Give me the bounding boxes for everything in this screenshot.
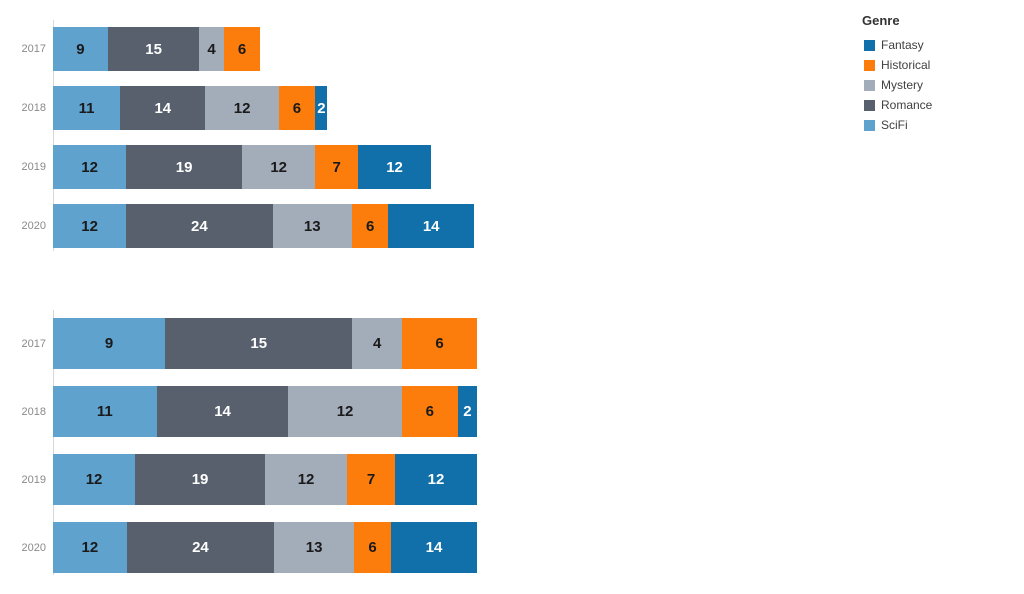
legend-title: Genre (862, 13, 900, 28)
bar-segment-mystery[interactable]: 4 (199, 27, 224, 71)
legend-item-mystery[interactable]: Mystery (862, 75, 1012, 95)
bar-segment-romance[interactable]: 19 (126, 145, 243, 189)
bar-segment-historical[interactable]: 7 (315, 145, 358, 189)
bar-segment-scifi[interactable]: 11 (53, 386, 157, 437)
legend-item-label: SciFi (881, 118, 908, 132)
bar-segment-mystery[interactable]: 12 (205, 86, 279, 130)
bar-segment-romance[interactable]: 15 (165, 318, 353, 369)
bar-segment-fantasy[interactable]: 14 (390, 522, 477, 573)
bar-segment-scifi[interactable]: 12 (53, 145, 127, 189)
bar-segment-mystery[interactable]: 4 (352, 318, 403, 369)
bar-segment-historical[interactable]: 6 (402, 318, 477, 369)
bar-segment-historical[interactable]: 6 (401, 386, 459, 437)
bar-segment-historical[interactable]: 6 (223, 27, 261, 71)
y-axis-line-bottom-chart (53, 310, 54, 575)
legend-item-label: Historical (881, 58, 931, 72)
bar-segment-mystery[interactable]: 12 (264, 454, 348, 505)
bar-row: 12 24 13 6 14 (53, 204, 474, 248)
bar-segment-historical[interactable]: 6 (278, 86, 316, 130)
axis-category-label: 2019 (21, 473, 46, 486)
bar-segment-fantasy[interactable]: 12 (357, 145, 432, 189)
legend-item-label: Mystery (881, 78, 923, 92)
bar-segment-historical[interactable]: 6 (354, 522, 391, 573)
bar-row: 9 15 4 6 (53, 318, 477, 369)
axis-category-label: 2020 (21, 220, 46, 232)
bar-segment-scifi[interactable]: 11 (53, 86, 121, 130)
bar-segment-fantasy[interactable]: 14 (388, 204, 474, 248)
legend-item-label: Fantasy (881, 38, 924, 52)
bar-row: 11 14 12 6 2 (53, 386, 477, 437)
bar-row: 12 19 12 7 12 (53, 454, 478, 505)
legend: Genre Fantasy Historical Mystery Romance… (862, 13, 1012, 135)
axis-category-label: 2019 (21, 161, 46, 173)
legend-swatch-fantasy-icon (864, 39, 875, 51)
bar-segment-romance[interactable]: 15 (107, 27, 200, 71)
legend-swatch-scifi-icon (864, 119, 875, 131)
legend-item-historical[interactable]: Historical (862, 55, 1012, 75)
axis-category-label: 2020 (21, 541, 46, 554)
bar-segment-mystery[interactable]: 13 (274, 522, 355, 573)
bar-segment-fantasy[interactable]: 2 (315, 86, 328, 130)
bar-segment-romance[interactable]: 24 (126, 204, 273, 248)
axis-category-label: 2018 (21, 102, 46, 114)
stacked-bar-chart-absolute: 2017 9 15 4 6 2018 11 14 12 6 2 2019 12 19 12 7 12 2020 12… (0, 27, 860, 257)
bar-segment-mystery[interactable]: 13 (272, 204, 352, 248)
y-axis-line-top-chart (53, 20, 54, 251)
bar-segment-historical[interactable]: 6 (351, 204, 389, 248)
bar-segment-mystery[interactable]: 12 (288, 386, 402, 437)
bar-segment-scifi[interactable]: 12 (53, 204, 127, 248)
bar-segment-scifi[interactable]: 9 (53, 27, 108, 71)
bar-row: 11 14 12 6 2 (53, 86, 328, 130)
legend-item-label: Romance (881, 98, 933, 112)
bar-segment-historical[interactable]: 7 (347, 454, 395, 505)
legend-swatch-romance-icon (864, 99, 875, 111)
legend-item-scifi[interactable]: SciFi (862, 115, 1012, 135)
bar-row: 9 15 4 6 (53, 27, 261, 71)
stacked-bar-chart-percent: 2017 9 15 4 6 2018 11 14 12 6 2 2019 12 19 12 7 12 2020 12… (0, 318, 860, 578)
legend-item-fantasy[interactable]: Fantasy (862, 35, 1012, 55)
bar-segment-scifi[interactable]: 12 (53, 454, 136, 505)
legend-swatch-historical-icon (864, 59, 875, 71)
bar-segment-fantasy[interactable]: 12 (394, 454, 478, 505)
bar-segment-romance[interactable]: 14 (156, 386, 289, 437)
legend-swatch-mystery-icon (864, 79, 875, 91)
axis-category-label: 2017 (21, 43, 46, 55)
axis-category-label: 2017 (21, 337, 46, 350)
bar-row: 12 19 12 7 12 (53, 145, 432, 189)
bar-segment-romance[interactable]: 14 (120, 86, 206, 130)
bar-segment-romance[interactable]: 19 (135, 454, 265, 505)
bar-segment-scifi[interactable]: 9 (53, 318, 166, 369)
bar-segment-romance[interactable]: 24 (126, 522, 275, 573)
bar-segment-mystery[interactable]: 12 (242, 145, 316, 189)
bar-segment-fantasy[interactable]: 2 (458, 386, 477, 437)
bar-segment-scifi[interactable]: 12 (53, 522, 127, 573)
legend-item-romance[interactable]: Romance (862, 95, 1012, 115)
bar-row: 12 24 13 6 14 (53, 522, 477, 573)
axis-category-label: 2018 (21, 405, 46, 418)
